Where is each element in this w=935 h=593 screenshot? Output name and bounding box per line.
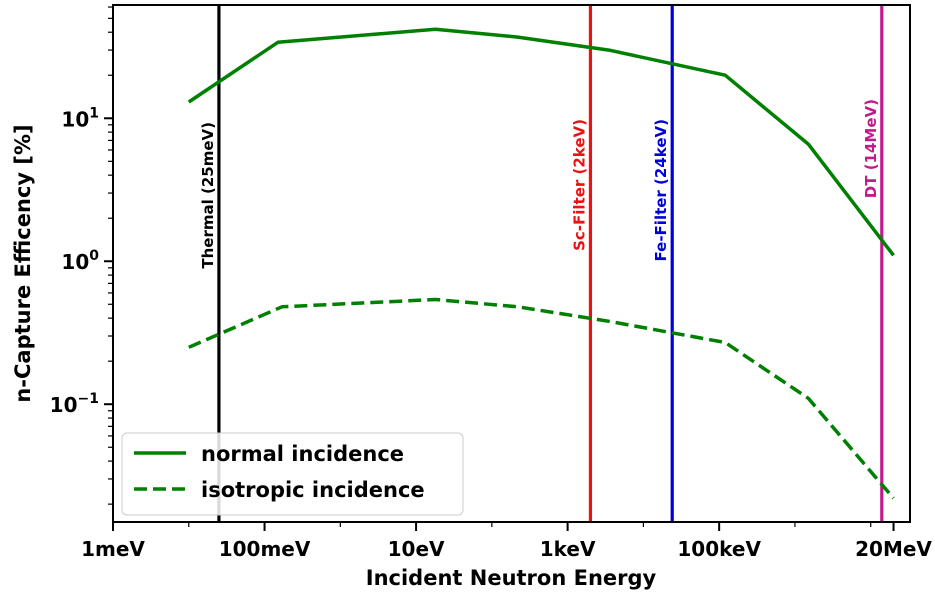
y-tick-exponent: 1 [89,105,99,121]
x-tick-label: 10eV [388,537,445,561]
y-tick-label: 10−1 [50,391,99,417]
y-tick-label: 101 [61,105,99,131]
y-tick-exponent: 0 [89,248,99,264]
vertical-line-labels: Thermal (25meV) Sc-Filter (2keV) Fe-Filter… [199,99,880,269]
y-tick-label: 100 [61,248,99,274]
legend-box [121,432,464,516]
x-tick-label: 100keV [677,537,761,561]
series-line-normal [187,27,895,257]
x-axis: 1meV 100meV 10eV 1keV 100keV 20MeV [81,522,932,561]
y-tick-base: 10 [61,107,89,131]
y-tick-exponent: −1 [78,391,99,407]
plot-area-frame [112,4,911,523]
x-axis-label: Incident Neutron Energy [366,566,657,590]
x-tick-label: 1keV [540,537,596,561]
vertical-line-label: Sc-Filter (2keV) [570,119,588,251]
x-tick-label: 1meV [81,537,145,561]
vertical-line-label: Thermal (25meV) [199,122,217,269]
x-tick-label: 100meV [219,537,311,561]
vertical-line-label: Fe-Filter (24keV) [652,119,670,261]
legend-label: normal incidence [201,442,404,466]
series-line-isotropic [188,297,895,500]
y-axis-label: n-Capture Efficency [%] [11,124,35,402]
legend: normal incidence isotropic incidence [121,432,464,516]
y-tick-base: 10 [61,250,89,274]
vertical-line-label: DT (14MeV) [862,99,880,198]
x-tick-label: 20MeV [855,537,932,561]
legend-label: isotropic incidence [201,478,425,502]
series-lines [187,27,895,500]
y-tick-base: 10 [50,393,78,417]
